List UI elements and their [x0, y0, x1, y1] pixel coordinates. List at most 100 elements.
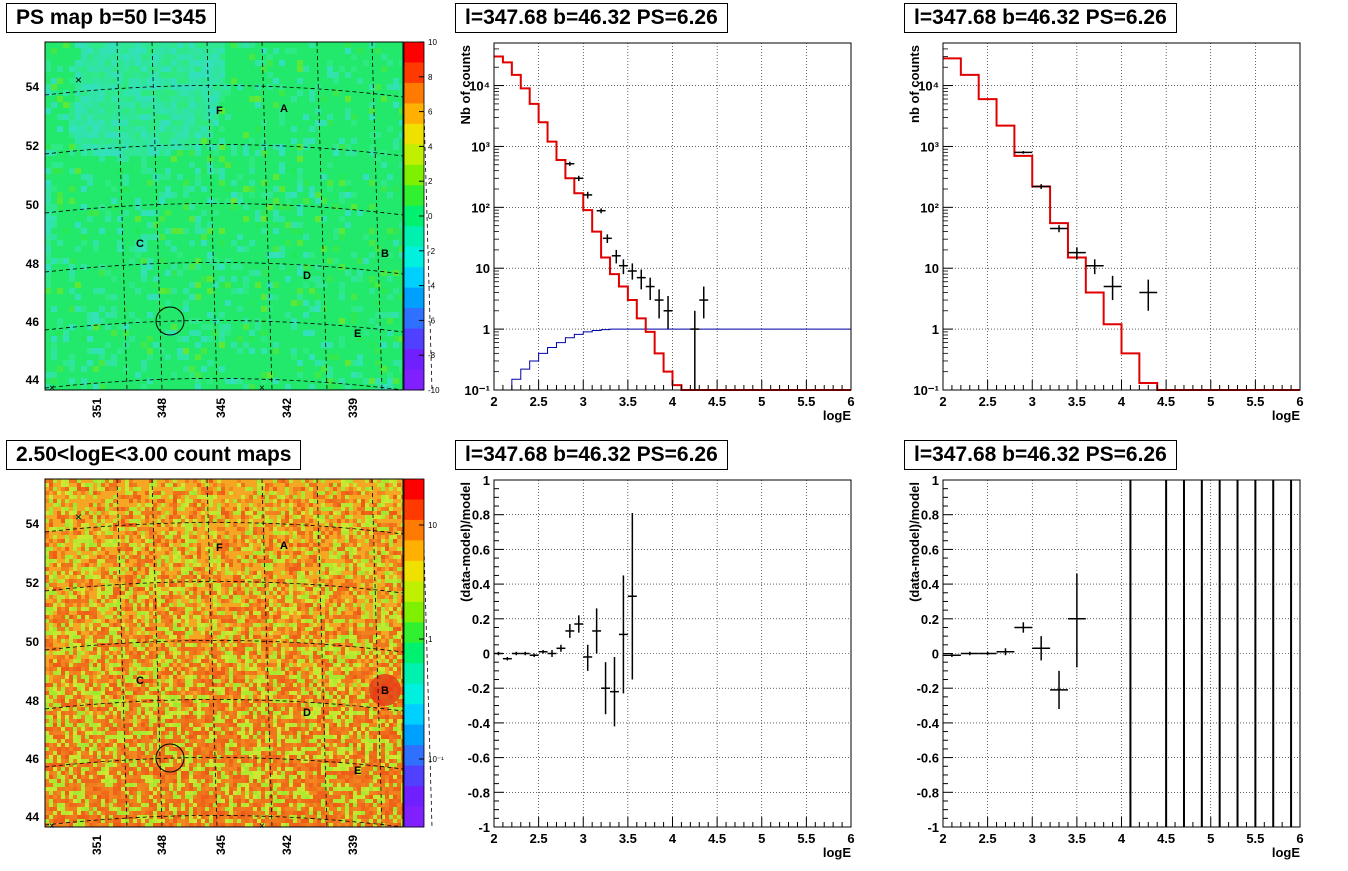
heatmap-cell	[397, 603, 401, 607]
heatmap-cell	[241, 579, 245, 583]
heatmap-cell	[149, 523, 153, 527]
heatmap-cell	[73, 511, 77, 515]
heatmap-cell	[333, 639, 337, 643]
heatmap-cell	[225, 324, 231, 330]
heatmap-cell	[253, 679, 257, 683]
heatmap-cell	[161, 571, 165, 575]
heatmap-cell	[253, 495, 257, 499]
heatmap-cell	[97, 635, 101, 639]
cross-marker: ×	[259, 383, 265, 394]
heatmap-cell	[289, 627, 293, 631]
longitude-line	[316, 41, 328, 391]
heatmap-cell	[327, 72, 333, 78]
heatmap-cell	[85, 691, 89, 695]
heatmap-cell	[301, 643, 305, 647]
heatmap-cell	[201, 615, 205, 619]
heatmap-cell	[375, 360, 381, 366]
heatmap-cell	[125, 691, 129, 695]
heatmap-cell	[73, 487, 77, 491]
heatmap-cell	[269, 655, 273, 659]
heatmap-cell	[289, 495, 293, 499]
heatmap-cell	[113, 667, 117, 671]
heatmap-cell	[105, 120, 111, 126]
heatmap-cell	[393, 360, 399, 366]
heatmap-cell	[373, 551, 377, 555]
heatmap-cell	[147, 120, 153, 126]
heatmap-cell	[111, 108, 117, 114]
heatmap-cell	[73, 503, 77, 507]
heatmap-cell	[301, 647, 305, 651]
heatmap-cell	[137, 631, 141, 635]
heatmap-cell	[53, 555, 57, 559]
heatmap-cell	[385, 555, 389, 559]
heatmap-cell	[97, 619, 101, 623]
heatmap-cell	[375, 132, 381, 138]
heatmap-cell	[51, 354, 57, 360]
heatmap-cell	[213, 531, 217, 535]
heatmap-cell	[57, 655, 61, 659]
heatmap-cell	[325, 575, 329, 579]
heatmap-cell	[177, 623, 181, 627]
heatmap-cell	[141, 563, 145, 567]
heatmap-cell	[291, 318, 297, 324]
heatmap-cell	[85, 607, 89, 611]
heatmap-cell	[171, 264, 177, 270]
heatmap-cell	[209, 679, 213, 683]
heatmap-cell	[381, 555, 385, 559]
heatmap-cell	[293, 595, 297, 599]
heatmap-cell	[185, 519, 189, 523]
heatmap-cell	[189, 639, 193, 643]
heatmap-cell	[221, 507, 225, 511]
heatmap-cell	[385, 551, 389, 555]
heatmap-cell	[217, 623, 221, 627]
heatmap-cell	[297, 679, 301, 683]
heatmap-cell	[369, 102, 375, 108]
heatmap-cell	[169, 495, 173, 499]
heatmap-cell	[333, 595, 337, 599]
heatmap-cell	[369, 667, 373, 671]
heatmap-cell	[269, 599, 273, 603]
heatmap-cell	[157, 659, 161, 663]
heatmap-cell	[123, 156, 129, 162]
heatmap-cell	[45, 282, 51, 288]
heatmap-cell	[249, 519, 253, 523]
heatmap-cell	[381, 623, 385, 627]
heatmap-cell	[101, 659, 105, 663]
heatmap-cell	[289, 599, 293, 603]
heatmap-cell	[73, 679, 77, 683]
heatmap-cell	[265, 627, 269, 631]
heatmap-cell	[65, 523, 69, 527]
heatmap-cell	[357, 499, 361, 503]
heatmap-cell	[117, 507, 121, 511]
heatmap-cell	[353, 623, 357, 627]
heatmap-cell	[381, 547, 385, 551]
heatmap-cell	[233, 595, 237, 599]
heatmap-cell	[337, 675, 341, 679]
heatmap-cell	[129, 72, 135, 78]
heatmap-cell	[285, 276, 291, 282]
heatmap-cell	[105, 643, 109, 647]
heatmap-cell	[145, 555, 149, 559]
heatmap-cell	[89, 627, 93, 631]
heatmap-cell	[75, 66, 81, 72]
heatmap-cell	[93, 651, 97, 655]
heatmap-cell	[197, 667, 201, 671]
heatmap-cell	[129, 108, 135, 114]
heatmap-cell	[113, 575, 117, 579]
heatmap-cell	[241, 607, 245, 611]
heatmap-cell	[267, 204, 273, 210]
heatmap-cell	[361, 511, 365, 515]
heatmap-cell	[353, 539, 357, 543]
heatmap-cell	[157, 511, 161, 515]
heatmap-cell	[249, 336, 255, 342]
heatmap-cell	[49, 527, 53, 531]
heatmap-cell	[297, 651, 301, 655]
heatmap-cell	[105, 216, 111, 222]
heatmap-cell	[57, 639, 61, 643]
heatmap-cell	[333, 90, 339, 96]
heatmap-cell	[345, 507, 349, 511]
heatmap-cell	[181, 519, 185, 523]
heatmap-cell	[113, 487, 117, 491]
heatmap-cell	[189, 132, 195, 138]
heatmap-cell	[81, 54, 87, 60]
